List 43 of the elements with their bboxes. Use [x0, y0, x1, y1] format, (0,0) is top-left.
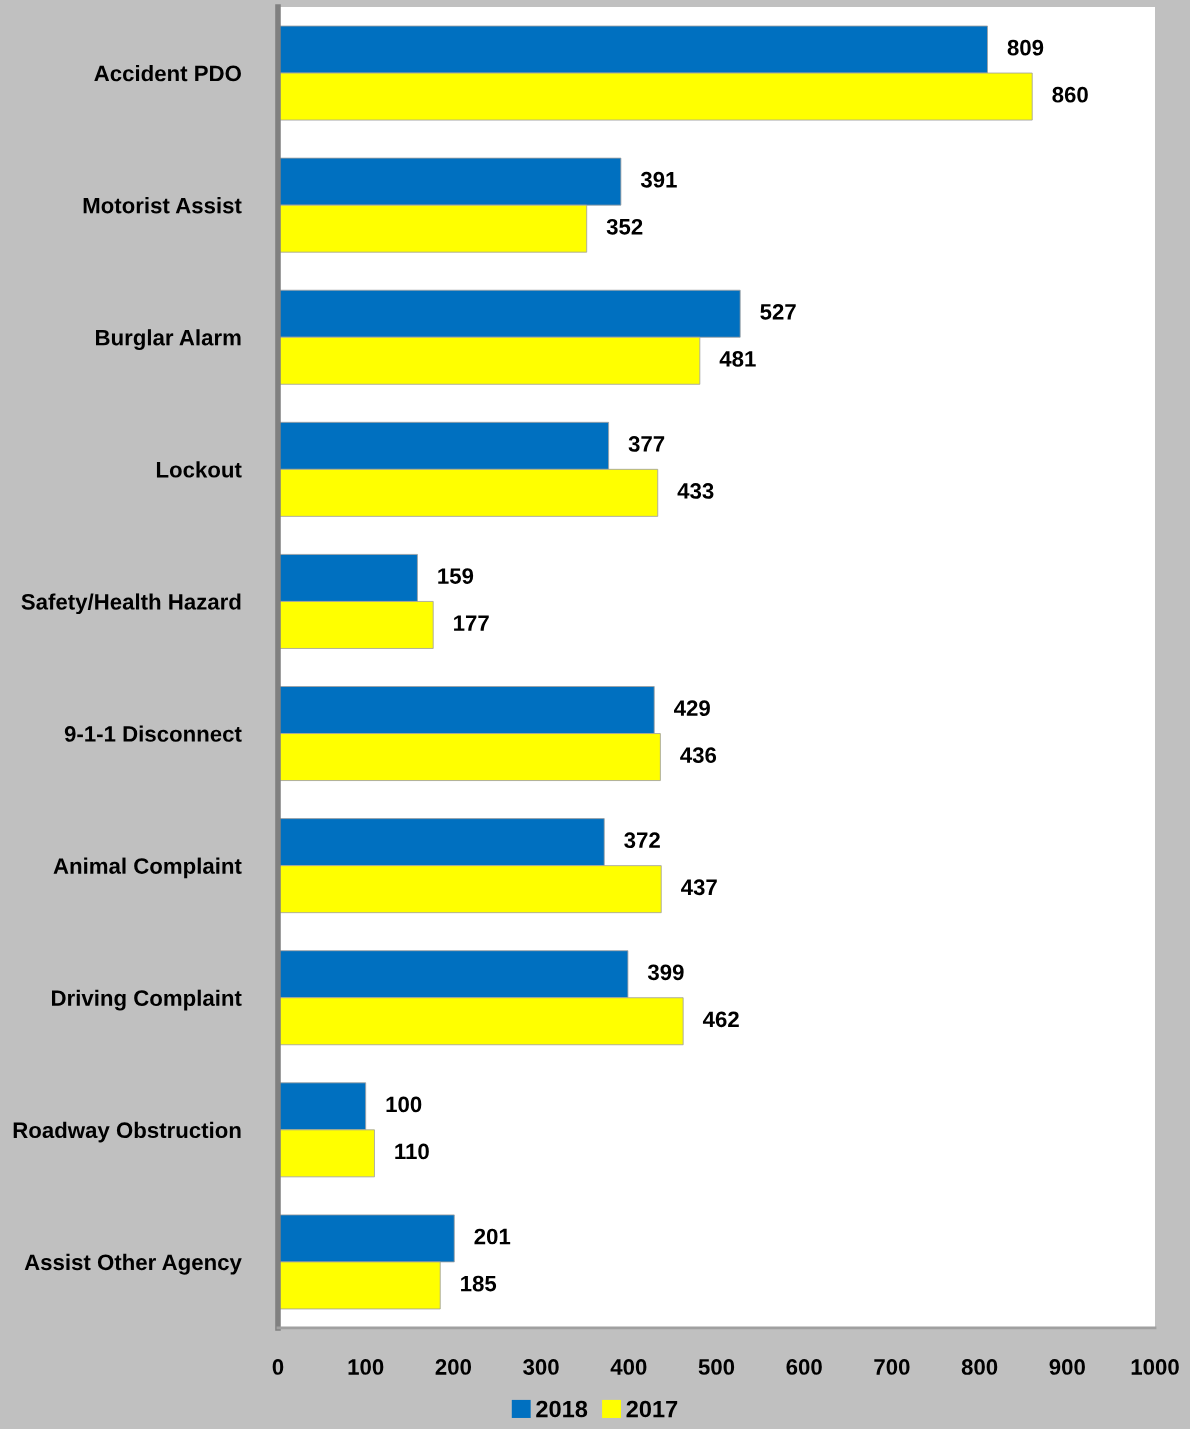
y-tick-label: Roadway Obstruction: [13, 1121, 241, 1143]
x-tick-label: 900: [1049, 1359, 1085, 1375]
data-label: 110: [395, 1143, 429, 1160]
legend-label: 2017: [626, 1400, 678, 1418]
y-tick-label: Accident PDO: [94, 65, 241, 82]
x-tick-label: 0: [272, 1359, 284, 1375]
data-label: 429: [674, 700, 710, 716]
x-tick-label: 800: [961, 1359, 998, 1375]
x-tick-label: 300: [523, 1359, 559, 1375]
y-tick-label: Safety/Health Hazard: [21, 593, 241, 615]
data-label: 201: [474, 1228, 511, 1245]
x-tick-label: 100: [348, 1359, 384, 1375]
x-tick-label: 200: [435, 1359, 472, 1375]
x-tick-label: 1000: [1131, 1359, 1179, 1375]
data-label: 399: [647, 964, 684, 981]
data-label: 377: [628, 436, 665, 452]
data-label: 100: [386, 1096, 422, 1113]
data-label: 159: [438, 568, 474, 584]
x-tick-label: 400: [610, 1359, 647, 1375]
data-label: 372: [624, 832, 660, 849]
y-tick-label: Driving Complaint: [52, 989, 242, 1011]
data-label: 527: [760, 303, 796, 320]
y-tick-label: Burglar Alarm: [96, 329, 241, 350]
x-tick-label: 500: [698, 1359, 735, 1375]
data-label: 437: [681, 879, 717, 896]
y-tick-label: 9-1-1 Disconnect: [64, 725, 242, 742]
y-tick-label: Motorist Assist: [83, 197, 242, 214]
y-tick-label: Assist Other Agency: [24, 1253, 242, 1275]
data-label: 433: [677, 483, 714, 499]
data-label: 177: [454, 615, 489, 631]
data-label: 352: [606, 218, 643, 235]
data-label: 185: [461, 1275, 497, 1292]
x-tick-label: 600: [786, 1359, 822, 1375]
data-label: 462: [702, 1011, 739, 1028]
data-label: 391: [640, 171, 677, 188]
x-tick-label: 700: [874, 1359, 910, 1375]
data-label: 481: [719, 350, 756, 367]
y-tick-label: Animal Complaint: [53, 857, 242, 879]
data-label: 436: [680, 747, 717, 764]
y-tick-label: Lockout: [156, 461, 242, 478]
legend-label: 2018: [536, 1400, 588, 1418]
data-label: 809: [1007, 39, 1044, 56]
data-label: 860: [1052, 86, 1088, 103]
